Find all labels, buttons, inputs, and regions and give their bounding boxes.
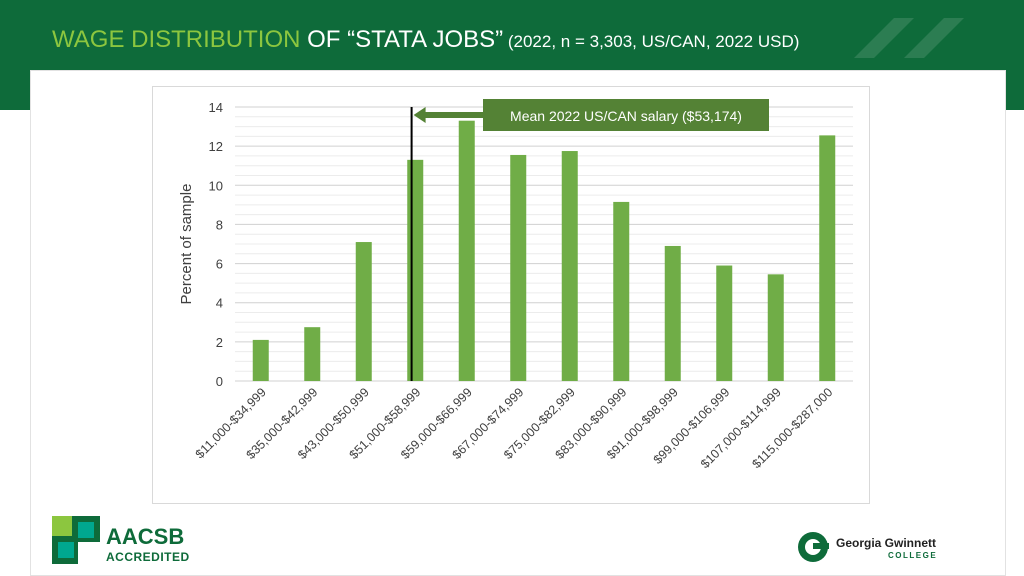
aacsb-sub-text: ACCREDITED (106, 550, 190, 564)
aacsb-mark-icon (52, 516, 100, 564)
x-tick-labels: $11,000-$34,999$35,000-$42,999$43,000-$5… (193, 385, 836, 471)
callout-arrow-icon (413, 107, 426, 123)
bar (613, 201, 630, 381)
title-subtitle: (2022, n = 3,303, US/CAN, 2022 USD) (503, 32, 800, 51)
bar (407, 159, 424, 381)
y-tick-labels: 0 2 4 6 8 10 12 14 (209, 100, 223, 389)
aacsb-logo: AACSB ACCREDITED (52, 516, 202, 568)
bar (716, 265, 733, 381)
y-tick-label: 2 (216, 335, 223, 350)
y-tick-label: 0 (216, 374, 223, 389)
bar (561, 151, 578, 381)
bar (664, 245, 681, 381)
bar (510, 154, 527, 381)
y-tick-label: 4 (216, 296, 223, 311)
bar (458, 120, 475, 381)
chart-frame: 0 2 4 6 8 10 12 14 Percent of sample $11,000-$3… (152, 86, 870, 504)
y-axis-label: Percent of sample (178, 184, 195, 305)
title-main: OF “STATA JOBS” (300, 26, 504, 53)
slide-title: WAGE DISTRIBUTION OF “STATA JOBS” (2022,… (52, 26, 799, 54)
y-tick-label: 12 (209, 139, 223, 154)
y-tick-label: 14 (209, 100, 223, 115)
aacsb-text: AACSB (106, 524, 185, 549)
bar (819, 135, 836, 381)
wage-bar-chart: 0 2 4 6 8 10 12 14 Percent of sample $11,000-$3… (178, 99, 853, 471)
callout-text: Mean 2022 US/CAN salary ($53,174) (510, 108, 742, 124)
bar (304, 327, 321, 381)
y-tick-label: 6 (216, 257, 223, 272)
bar (252, 339, 269, 381)
ggc-logo: Georgia Gwinnett COLLEGE (796, 528, 946, 568)
gridlines (235, 106, 853, 382)
ggc-college: COLLEGE (888, 551, 938, 560)
mean-annotation: Mean 2022 US/CAN salary ($53,174) (410, 99, 769, 381)
ggc-mark-icon (798, 532, 829, 562)
ggc-name: Georgia Gwinnett (836, 536, 937, 550)
y-tick-label: 8 (216, 217, 223, 232)
bar (355, 242, 372, 381)
callout-box (483, 99, 769, 131)
y-tick-label: 10 (209, 178, 223, 193)
bar (767, 274, 784, 381)
watermark-logo-icon (854, 18, 964, 58)
title-highlight: WAGE DISTRIBUTION (52, 26, 301, 53)
bars (252, 120, 836, 381)
